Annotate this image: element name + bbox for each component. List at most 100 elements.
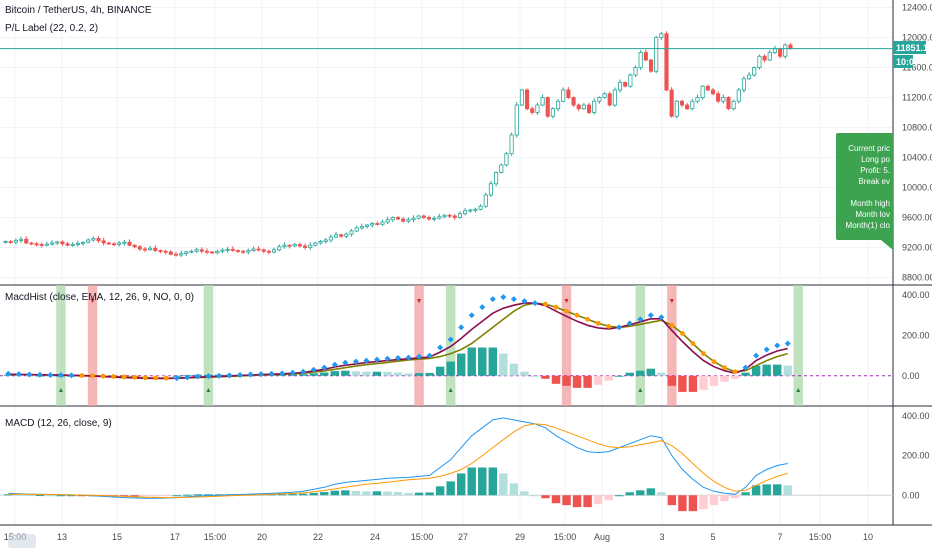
histogram-bar [499, 473, 508, 496]
candle-body [783, 44, 788, 57]
pl-label-line: Profit: 5. [860, 166, 890, 175]
signal-dot [680, 331, 685, 336]
candle-body [468, 209, 473, 212]
histogram-bar [309, 492, 318, 496]
sell-band [87, 285, 98, 406]
histogram-bar [636, 370, 645, 376]
signal-dot [132, 374, 138, 380]
candle-body [127, 241, 132, 246]
time-axis-tick: 17 [170, 532, 180, 542]
candle-body [230, 248, 235, 251]
histogram-bar [709, 375, 719, 386]
candle-body [540, 97, 545, 106]
candle-body [432, 217, 437, 220]
histogram-bar [772, 364, 782, 376]
histogram-bar [4, 494, 13, 496]
candle-body [339, 234, 344, 237]
macd-dot [194, 373, 201, 380]
candle-body [525, 89, 530, 110]
histogram-bar [393, 492, 403, 496]
candle-body [499, 164, 504, 173]
candle-body [111, 243, 117, 246]
signal-dot [711, 359, 717, 365]
candle-body [168, 251, 173, 255]
signal-dot [585, 316, 590, 322]
price-axis-tick: 10400.00 [902, 153, 932, 163]
candle-body [34, 243, 39, 246]
sell-arrow [564, 299, 569, 303]
price-axis-tick: 12400.00 [902, 3, 932, 13]
histogram-bar [583, 375, 592, 388]
histogram-bar [193, 494, 203, 496]
candle-body [235, 250, 240, 252]
histogram-bar [678, 375, 687, 392]
time-axis-tick: 15 [112, 532, 122, 542]
histogram-bar [35, 495, 45, 497]
candle-body [246, 250, 251, 253]
macd-dot [352, 358, 359, 365]
macd-dot [437, 344, 444, 351]
candle-body [3, 241, 8, 243]
candle-body [210, 251, 215, 254]
histogram-bar [446, 481, 455, 496]
candle-body [452, 215, 457, 218]
candle-body [705, 85, 710, 91]
price-axis-tick: 9200.00 [902, 243, 932, 253]
histogram-bar [435, 366, 445, 376]
candle-body [287, 244, 292, 247]
candle-body [757, 55, 762, 68]
candle-body [101, 240, 106, 244]
histogram-bar [751, 365, 761, 376]
candle-body [762, 55, 767, 61]
histogram-bar [414, 492, 424, 496]
candle-body [220, 249, 225, 252]
candle-body [241, 250, 246, 253]
histogram-bar [741, 492, 750, 496]
histogram-bar [583, 495, 592, 508]
pl-label-line: Long po [861, 155, 890, 164]
candle-body [308, 244, 313, 248]
macd-dot [373, 356, 380, 363]
candle-body [70, 244, 75, 246]
countdown-tag [893, 55, 913, 68]
histogram-bar [362, 371, 371, 376]
time-axis-tick: 13 [57, 532, 67, 542]
candle-body [401, 218, 406, 222]
candle-body [478, 205, 483, 210]
histogram-bar [541, 375, 550, 379]
macd-dot [489, 296, 496, 303]
candle-body [60, 241, 65, 245]
histogram-bar [298, 374, 308, 376]
histogram-bar [309, 373, 318, 376]
buy-arrow [448, 388, 453, 392]
sell-arrow [669, 299, 674, 303]
buy-arrow [638, 388, 643, 392]
sell-band [414, 285, 424, 406]
macd-dot [268, 370, 275, 377]
buy-arrow [796, 388, 801, 392]
histogram-bar [667, 495, 677, 506]
candle-body [716, 93, 721, 102]
macd-title: MACD (12, 26, close, 9) [5, 418, 112, 429]
price-axis-tick: 12000.00 [902, 33, 932, 43]
signal-dot [595, 320, 601, 326]
histogram-bar [151, 495, 160, 497]
grid-lines [0, 0, 893, 525]
buy-band [635, 285, 646, 406]
candle-body [664, 33, 669, 91]
candle-body [752, 67, 757, 76]
candle-body [597, 97, 602, 102]
histogram-bar [520, 371, 529, 376]
histogram-bar [488, 467, 498, 496]
price-axis[interactable]: 12400.00 12000.00 11600.00 11200.00 10800.00… [902, 3, 932, 501]
candle-body [463, 210, 468, 215]
candle-body [297, 244, 302, 247]
candle-body [390, 217, 395, 221]
time-axis-tick: 20 [257, 532, 267, 542]
candle-body [19, 238, 24, 241]
histogram-bar [741, 372, 750, 376]
candle-body [421, 215, 426, 218]
histogram-bar [372, 371, 382, 376]
time-axis-tick: 15:00 [809, 532, 832, 542]
